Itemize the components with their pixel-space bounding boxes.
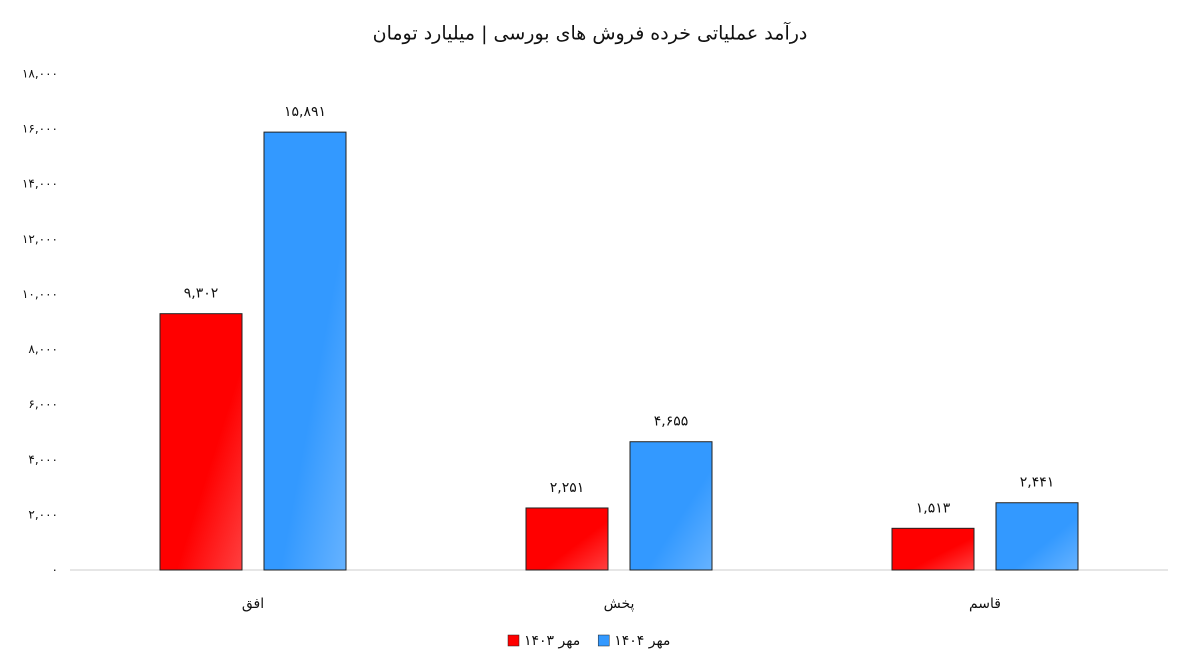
y-tick-label: ۱۰,۰۰۰	[22, 287, 58, 301]
legend-swatch	[507, 634, 520, 647]
x-tick-label: افق	[242, 596, 264, 612]
y-tick-label: ۱۲,۰۰۰	[22, 232, 58, 246]
x-tick-label: پخش	[604, 596, 635, 612]
value-label: ۹,۳۰۲	[184, 286, 219, 302]
value-label: ۱۵,۸۹۱	[284, 104, 326, 120]
legend-swatch	[597, 634, 610, 647]
y-tick-label: ۲,۰۰۰	[28, 507, 58, 521]
value-label: ۱,۵۱۳	[916, 500, 951, 516]
y-tick-label: ۴,۰۰۰	[28, 452, 58, 466]
x-tick-label: قاسم	[969, 596, 1001, 612]
bar	[995, 502, 1079, 571]
bar	[525, 507, 609, 571]
bar	[891, 527, 975, 571]
y-tick-label: ۱۶,۰۰۰	[22, 122, 58, 136]
chart-title: درآمد عملیاتی خرده فروش های بورسی | میلی…	[373, 21, 808, 45]
bar	[263, 131, 347, 571]
legend-label: مهر ۱۴۰۳	[524, 633, 580, 649]
bar	[159, 313, 243, 571]
y-tick-label: ۸,۰۰۰	[28, 342, 58, 356]
value-label: ۲,۴۴۱	[1020, 475, 1055, 491]
y-tick-label: ۱۸,۰۰۰	[22, 67, 58, 81]
value-label: ۴,۶۵۵	[654, 414, 689, 430]
y-tick-label: ۰	[52, 563, 58, 577]
y-tick-label: ۶,۰۰۰	[28, 397, 58, 411]
y-tick-label: ۱۴,۰۰۰	[22, 177, 58, 191]
bar	[629, 441, 713, 571]
value-label: ۲,۲۵۱	[550, 480, 585, 496]
legend-label: مهر ۱۴۰۴	[614, 633, 670, 649]
